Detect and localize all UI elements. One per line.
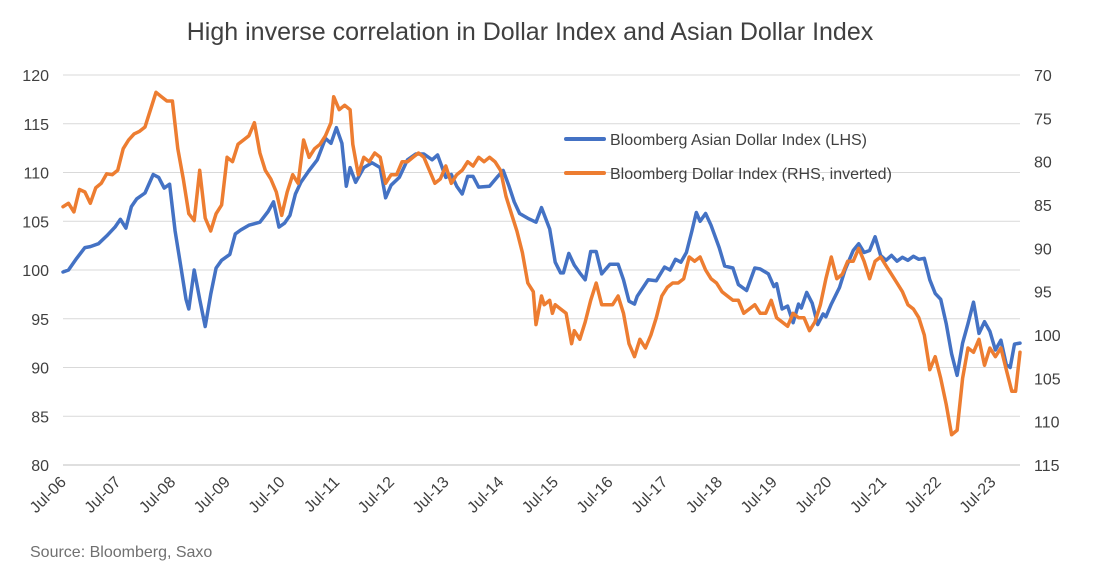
- x-tick-label: Jul-07: [82, 474, 125, 517]
- legend-label: Bloomberg Asian Dollar Index (LHS): [610, 132, 867, 149]
- x-tick-label: Jul-08: [136, 474, 179, 517]
- y-left-tick-label: 85: [31, 409, 49, 426]
- x-tick-label: Jul-23: [957, 474, 1000, 517]
- y-left-tick-label: 95: [31, 312, 49, 329]
- y-left-tick-label: 115: [23, 117, 49, 134]
- x-tick-label: Jul-22: [902, 474, 945, 517]
- y-left-tick-label: 110: [23, 166, 49, 183]
- x-tick-label: Jul-16: [574, 474, 617, 517]
- y-right-tick-label: 70: [1034, 68, 1052, 85]
- y-right-tick-label: 75: [1034, 111, 1052, 128]
- y-left-tick-label: 120: [22, 68, 49, 85]
- legend-label: Bloomberg Dollar Index (RHS, inverted): [610, 166, 892, 183]
- y-right-tick-label: 105: [1034, 371, 1061, 388]
- y-right-tick-label: 100: [1034, 328, 1061, 345]
- y-left-tick-label: 100: [22, 263, 49, 280]
- x-tick-label: Jul-17: [629, 474, 672, 517]
- x-tick-label: Jul-12: [355, 474, 398, 517]
- chart-title: High inverse correlation in Dollar Index…: [186, 18, 874, 46]
- x-tick-label: Jul-14: [464, 474, 507, 517]
- x-tick-label: Jul-11: [301, 474, 343, 516]
- x-tick-label: Jul-19: [738, 474, 781, 517]
- y-right-tick-label: 110: [1034, 415, 1060, 432]
- x-tick-label: Jul-20: [793, 474, 836, 517]
- series-line-dollar-index: [61, 90, 1022, 437]
- y-right-tick-label: 115: [1034, 458, 1060, 475]
- y-right-tick-label: 95: [1034, 285, 1052, 302]
- source-note: Source: Bloomberg, Saxo: [30, 544, 213, 561]
- y-right-tick-label: 80: [1034, 155, 1052, 172]
- y-left-tick-label: 105: [22, 214, 49, 231]
- x-tick-label: Jul-13: [410, 474, 453, 517]
- x-tick-label: Jul-06: [27, 474, 70, 517]
- x-tick-label: Jul-18: [683, 474, 726, 517]
- y-left-tick-label: 80: [31, 458, 49, 475]
- x-tick-label: Jul-10: [246, 474, 289, 517]
- x-tick-label: Jul-15: [519, 474, 562, 517]
- y-left-tick-label: 90: [31, 361, 49, 378]
- y-right-tick-label: 90: [1034, 241, 1052, 258]
- x-tick-label: Jul-09: [191, 474, 234, 517]
- x-tick-label: Jul-21: [847, 474, 890, 517]
- y-right-tick-label: 85: [1034, 198, 1052, 215]
- series-line-asian-dollar-index: [61, 125, 1022, 378]
